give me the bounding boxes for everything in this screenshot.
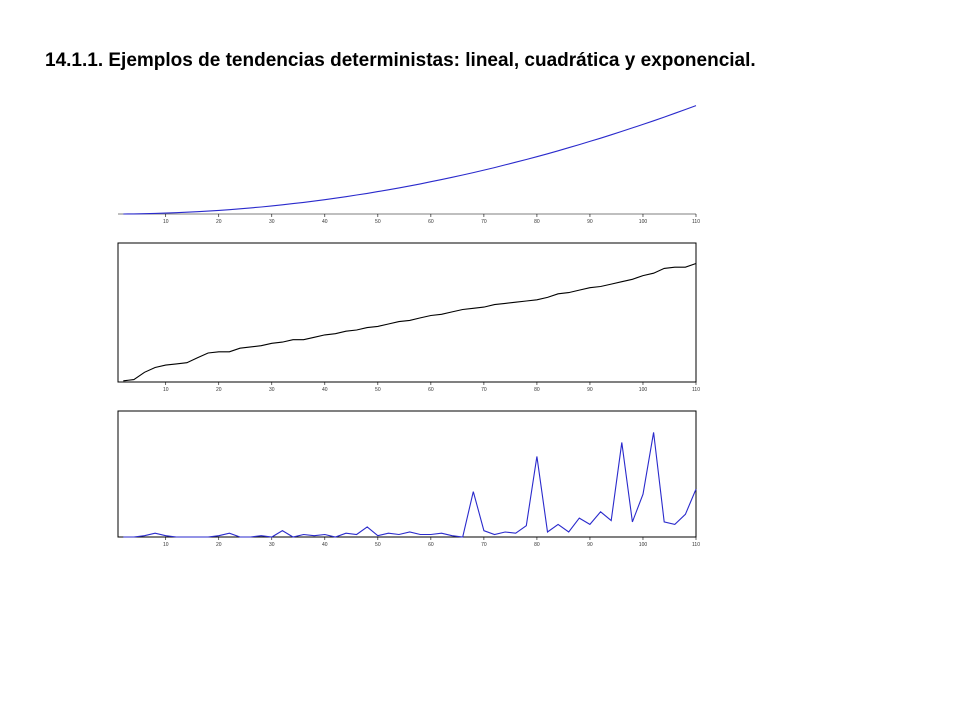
x-tick-label: 50 xyxy=(375,387,381,393)
x-tick-label: 80 xyxy=(534,542,540,548)
slide-title: 14.1.1. Ejemplos de tendencias determini… xyxy=(45,50,756,71)
x-tick-label: 30 xyxy=(269,219,275,225)
x-tick-label: 100 xyxy=(639,387,648,393)
x-tick-label: 10 xyxy=(163,542,169,548)
x-tick-label: 60 xyxy=(428,219,434,225)
series-line xyxy=(123,262,697,382)
x-tick-label: 20 xyxy=(216,542,222,548)
x-tick-label: 90 xyxy=(587,542,593,548)
x-tick-label: 50 xyxy=(375,542,381,548)
x-tick-label: 90 xyxy=(587,219,593,225)
x-tick-label: 40 xyxy=(322,542,328,548)
x-tick-label: 30 xyxy=(269,387,275,393)
x-tick-label: 80 xyxy=(534,219,540,225)
series-line xyxy=(123,105,697,215)
x-tick-label: 80 xyxy=(534,387,540,393)
x-tick-label: 70 xyxy=(481,542,487,548)
x-tick-label: 110 xyxy=(692,219,700,225)
x-tick-label: 60 xyxy=(428,387,434,393)
x-tick-label: 70 xyxy=(481,387,487,393)
x-tick-label: 30 xyxy=(269,542,275,548)
x-tick-label: 60 xyxy=(428,542,434,548)
x-tick-label: 10 xyxy=(163,387,169,393)
x-tick-label: 100 xyxy=(639,219,648,225)
x-tick-label: 40 xyxy=(322,219,328,225)
plot-frame xyxy=(117,410,697,538)
x-tick-label: 40 xyxy=(322,387,328,393)
x-tick-label: 100 xyxy=(639,542,648,548)
x-tick-label: 70 xyxy=(481,219,487,225)
series-line xyxy=(123,432,697,538)
plot-frame xyxy=(117,242,697,383)
x-tick-label: 90 xyxy=(587,387,593,393)
x-tick-label: 20 xyxy=(216,219,222,225)
x-tick-label: 20 xyxy=(216,387,222,393)
x-tick-label: 110 xyxy=(692,542,700,548)
x-tick-label: 110 xyxy=(692,387,700,393)
x-tick-label: 50 xyxy=(375,219,381,225)
x-tick-label: 10 xyxy=(163,219,169,225)
